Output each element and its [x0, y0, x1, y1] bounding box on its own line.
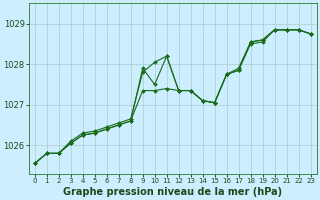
X-axis label: Graphe pression niveau de la mer (hPa): Graphe pression niveau de la mer (hPa): [63, 187, 282, 197]
